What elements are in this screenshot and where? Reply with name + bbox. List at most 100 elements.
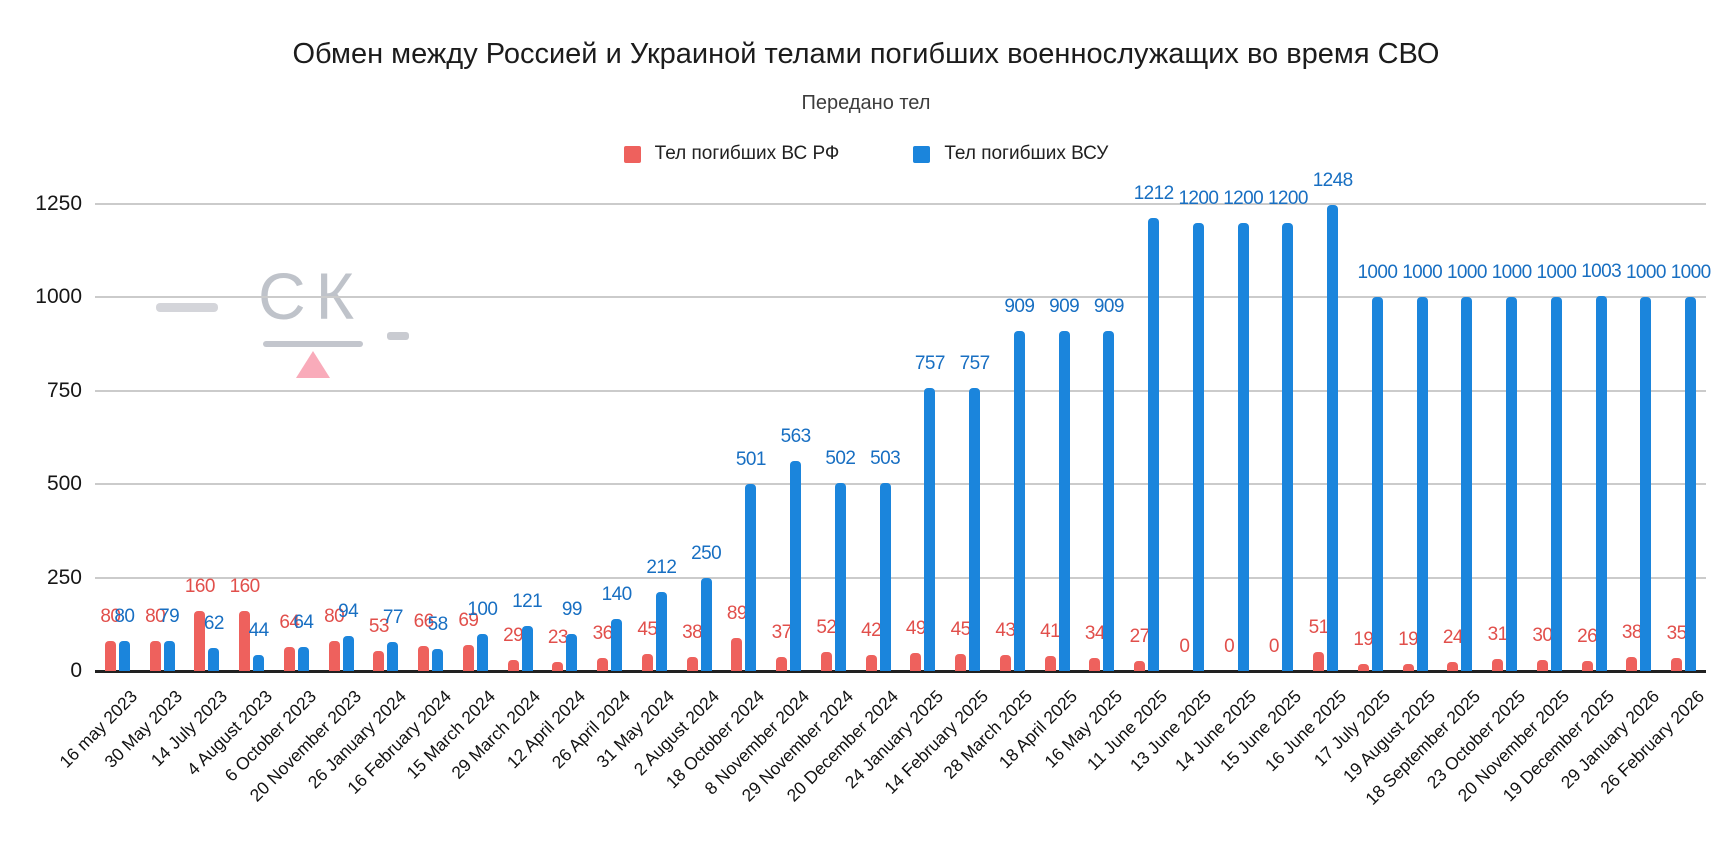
bar-label-vs-rf: 45 xyxy=(950,619,972,641)
bar-label-vs-rf: 19 xyxy=(1398,628,1419,650)
bar-label-vsu: 62 xyxy=(203,612,225,634)
chart-legend: Тел погибших ВС РФ Тел погибших ВСУ xyxy=(0,143,1732,165)
bar-label-vs-rf: 38 xyxy=(1621,621,1643,643)
bar-vs-rf xyxy=(776,657,788,671)
bar-vsu xyxy=(1685,297,1697,671)
y-tick-label: 1000 xyxy=(35,285,82,309)
bar-vsu xyxy=(1506,297,1518,671)
bar-label-vsu: 909 xyxy=(1004,296,1035,318)
legend-label-vs-rf: Тел погибших ВС РФ xyxy=(654,143,840,164)
bar-vsu xyxy=(163,641,175,671)
bar-vs-rf xyxy=(1357,663,1369,671)
bar-label-vsu: 1200 xyxy=(1267,187,1308,209)
bar-label-vsu: 64 xyxy=(293,612,314,634)
bar-vsu xyxy=(1461,297,1473,671)
bar-label-vsu: 501 xyxy=(735,448,767,470)
bar-label-vs-rf: 30 xyxy=(1532,624,1553,646)
bar-vsu xyxy=(253,654,265,671)
bar-label-vsu: 503 xyxy=(870,448,901,470)
bar-label-vs-rf: 52 xyxy=(816,616,837,638)
bar-vsu xyxy=(1237,222,1249,671)
bar-label-vs-rf: 53 xyxy=(368,616,390,638)
bar-vs-rf xyxy=(1536,659,1548,671)
bar-vsu xyxy=(566,634,578,671)
bar-vs-rf xyxy=(1134,660,1146,671)
legend-swatch-blue xyxy=(913,145,931,163)
bar-label-vsu: 77 xyxy=(382,607,404,629)
bar-label-vs-rf: 0 xyxy=(1268,636,1280,657)
bar-label-vsu: 1000 xyxy=(1491,262,1532,284)
bar-vs-rf xyxy=(149,641,161,671)
bar-label-vs-rf: 89 xyxy=(726,602,748,624)
bar-label-vsu: 44 xyxy=(248,619,270,641)
bar-label-vsu: 502 xyxy=(825,448,856,470)
bar-label-vsu: 757 xyxy=(959,353,991,375)
bar-label-vs-rf: 36 xyxy=(592,622,614,644)
bar-vs-rf xyxy=(194,611,206,671)
bar-label-vsu: 1200 xyxy=(1223,187,1264,209)
bar-label-vs-rf: 160 xyxy=(184,576,216,598)
legend-item-vsu: Тел погибших ВСУ xyxy=(913,143,1108,165)
bar-vsu xyxy=(476,633,488,671)
bar-label-vsu: 909 xyxy=(1049,296,1080,318)
bar-label-vs-rf: 29 xyxy=(503,625,524,647)
bar-vs-rf xyxy=(686,656,698,671)
bar-label-vs-rf: 35 xyxy=(1666,622,1688,644)
bar-vsu xyxy=(297,647,309,671)
bar-vs-rf xyxy=(1581,661,1593,671)
bar-vsu xyxy=(1103,331,1115,671)
bar-vs-rf xyxy=(462,645,474,671)
bar-label-vs-rf: 80 xyxy=(145,606,166,628)
legend-item-vs-rf: Тел погибших ВС РФ xyxy=(623,143,840,165)
y-tick-label: 750 xyxy=(46,378,82,402)
bar-label-vs-rf: 23 xyxy=(547,627,569,649)
bar-vs-rf xyxy=(283,647,295,671)
bar-label-vs-rf: 69 xyxy=(458,610,479,632)
bar-vs-rf xyxy=(641,654,653,671)
bar-vsu xyxy=(432,649,444,671)
y-tick-label: 250 xyxy=(46,565,82,589)
bar-vs-rf xyxy=(1402,663,1414,671)
y-tick-label: 1250 xyxy=(35,192,82,215)
bar-label-vs-rf: 41 xyxy=(1040,620,1061,642)
bar-vs-rf xyxy=(1626,656,1638,671)
bar-vs-rf xyxy=(1044,655,1056,671)
bar-label-vs-rf: 42 xyxy=(861,620,882,642)
bar-vs-rf xyxy=(104,641,116,671)
bar-vs-rf xyxy=(373,651,385,671)
bar-label-vs-rf: 24 xyxy=(1442,627,1464,649)
bar-vs-rf xyxy=(820,651,832,671)
legend-label-vsu: Тел погибших ВСУ xyxy=(944,143,1109,164)
bar-label-vsu: 1000 xyxy=(1357,262,1398,284)
bar-label-vsu: 1000 xyxy=(1670,262,1711,284)
bar-vsu xyxy=(1282,222,1294,671)
bar-vsu xyxy=(834,483,846,671)
bar-label-vs-rf: 0 xyxy=(1224,636,1235,657)
bar-label-vsu: 121 xyxy=(512,590,543,612)
bar-vsu xyxy=(1148,218,1160,671)
bar-label-vs-rf: 26 xyxy=(1577,626,1598,648)
bar-label-vs-rf: 0 xyxy=(1179,636,1190,657)
gridline xyxy=(95,576,1706,579)
bar-vsu xyxy=(1013,331,1025,671)
bar-vs-rf xyxy=(999,654,1011,671)
bar-label-vs-rf: 160 xyxy=(229,576,261,598)
bar-label-vs-rf: 45 xyxy=(637,619,658,641)
bar-vs-rf xyxy=(1447,662,1459,671)
gridline xyxy=(95,203,1706,205)
bar-vs-rf xyxy=(1313,651,1325,671)
bar-label-vs-rf: 49 xyxy=(905,617,927,639)
bar-label-vs-rf: 31 xyxy=(1487,624,1509,646)
bar-vs-rf xyxy=(1671,657,1683,671)
bar-label-vs-rf: 64 xyxy=(279,612,300,634)
bar-label-vsu: 1000 xyxy=(1402,262,1443,284)
bar-label-vsu: 1000 xyxy=(1625,262,1666,284)
chart-title: Обмен между Россией и Украиной телами по… xyxy=(292,38,1440,70)
bar-vsu xyxy=(1416,297,1428,671)
bar-vsu xyxy=(611,618,623,671)
bar-label-vsu: 909 xyxy=(1093,296,1125,318)
bar-vsu xyxy=(118,641,130,671)
bar-label-vsu: 58 xyxy=(427,614,449,636)
bar-label-vsu: 100 xyxy=(467,598,498,620)
bar-label-vs-rf: 34 xyxy=(1084,623,1106,645)
